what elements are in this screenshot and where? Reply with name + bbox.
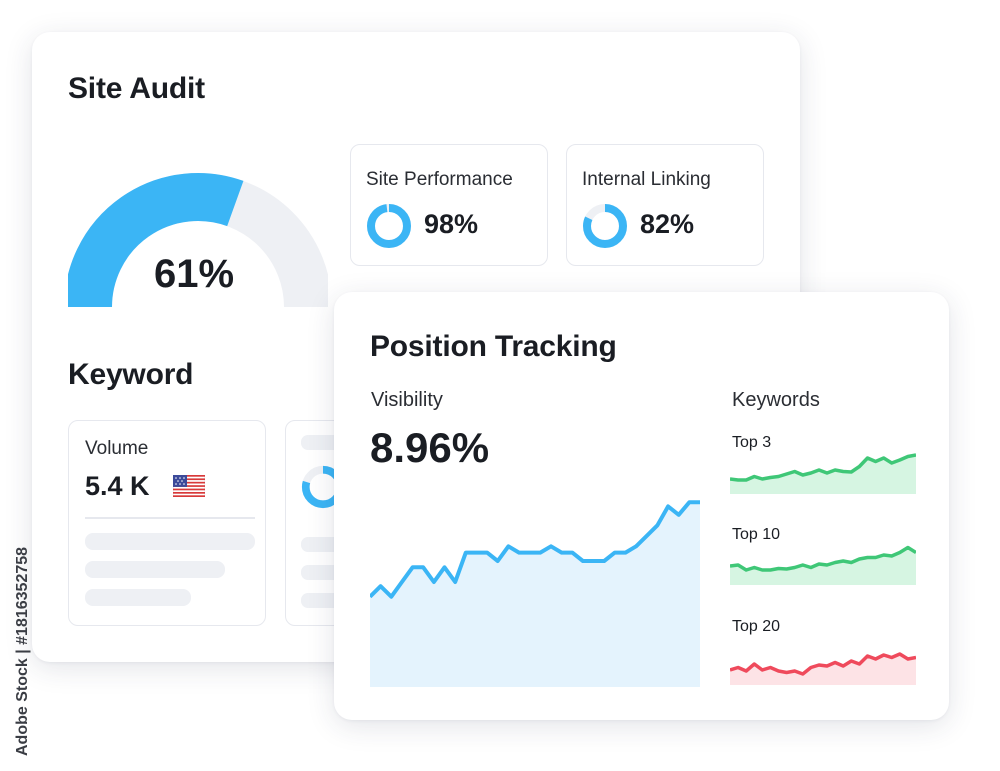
site-performance-ring-icon [367, 204, 411, 248]
top-20-sparkline [730, 652, 916, 685]
internal-linking-value: 82% [640, 209, 695, 239]
site-audit-gauge [68, 173, 328, 308]
internal-linking-ring-icon [583, 204, 627, 248]
placeholder-bar [85, 561, 225, 578]
volume-label: Volume [85, 438, 149, 459]
keywords-label: Keywords [732, 389, 820, 411]
top-10-label: Top 10 [732, 526, 781, 543]
visibility-chart [370, 500, 700, 687]
position-tracking-title: Position Tracking [370, 330, 617, 363]
site-performance-card[interactable]: Site Performance 98% [350, 144, 548, 266]
placeholder-bar [85, 533, 255, 550]
keyword-volume-card[interactable]: Volume 5.4 K [68, 420, 266, 626]
site-performance-value: 98% [424, 209, 479, 239]
top-3-label: Top 3 [732, 434, 772, 451]
position-tracking-card: Position Tracking Visibility 8.96% Keywo… [334, 292, 949, 720]
site-audit-score: 61% [154, 252, 235, 296]
top-10-sparkline [730, 545, 916, 585]
internal-linking-card[interactable]: Internal Linking 82% [566, 144, 764, 266]
site-audit-title: Site Audit [68, 72, 205, 105]
visibility-label: Visibility [371, 389, 443, 411]
top-3-sparkline [730, 453, 916, 494]
visibility-value: 8.96% [370, 424, 490, 471]
site-performance-label: Site Performance [366, 169, 513, 190]
stock-watermark: Adobe Stock | #1816352758 [10, 530, 36, 756]
volume-divider [85, 517, 255, 519]
watermark-text: Adobe Stock | #1816352758 [14, 546, 31, 756]
placeholder-bar [85, 589, 191, 606]
visibility-area [370, 502, 700, 687]
top-20-label: Top 20 [732, 618, 781, 635]
keyword-title: Keyword [68, 358, 194, 391]
visibility-line [370, 500, 700, 599]
internal-linking-label: Internal Linking [582, 169, 711, 190]
us-flag-icon [173, 475, 205, 497]
volume-value: 5.4 K [85, 471, 150, 501]
